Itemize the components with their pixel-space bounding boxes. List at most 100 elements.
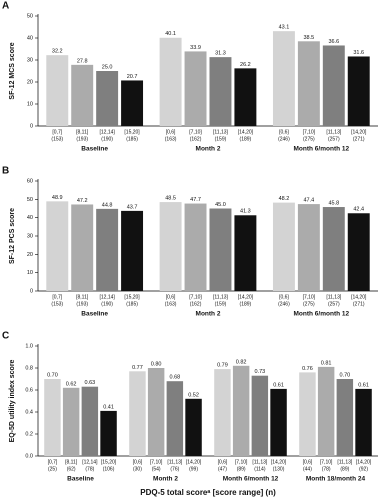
panel-label: C (2, 331, 9, 342)
n-label: (271) (353, 136, 365, 142)
bar (355, 388, 372, 456)
bar (234, 215, 257, 291)
n-label: (62) (67, 466, 76, 472)
n-label: (76) (170, 466, 179, 472)
group-label: Month 6/month 12 (294, 146, 350, 153)
n-label: (44) (303, 466, 312, 472)
n-label: (189) (240, 136, 252, 142)
value-label: 48.5 (165, 196, 176, 202)
value-label: 36.6 (328, 39, 339, 45)
bar (121, 210, 144, 291)
group-label: Baseline (81, 146, 108, 153)
bar (272, 202, 295, 291)
n-label: (114) (254, 466, 266, 472)
value-label: 27.8 (77, 58, 88, 64)
y-tick-label: 40 (27, 215, 33, 221)
bar (159, 202, 182, 291)
y-tick-label: 0.6 (25, 387, 33, 393)
n-label: (78) (322, 466, 331, 472)
n-label: (190) (101, 301, 113, 307)
n-label: (47) (218, 466, 227, 472)
n-label: (30) (133, 466, 142, 472)
group-label: Month 2 (196, 146, 221, 153)
value-label: 0.62 (66, 381, 77, 387)
panel-label: A (2, 1, 9, 12)
value-label: 0.80 (151, 361, 162, 367)
n-label: (189) (240, 301, 252, 307)
bar (100, 410, 117, 456)
category-label: [0,7] (48, 459, 58, 465)
value-label: 25.0 (102, 64, 113, 70)
category-label: [11,13] (213, 294, 229, 300)
y-tick-label: 0 (30, 123, 33, 129)
category-label: [0,6] (303, 459, 313, 465)
group-label: Month 6/month 12 (294, 311, 350, 318)
value-label: 48.9 (52, 195, 63, 201)
bar (147, 368, 165, 456)
category-label: [15,20] (101, 459, 117, 465)
bar (96, 208, 119, 291)
group-label: Month 18/month 24 (306, 476, 366, 483)
value-label: 44.8 (102, 202, 113, 208)
y-tick-label: 40 (27, 35, 33, 41)
category-label: [7,10] (320, 459, 333, 465)
bar (129, 371, 146, 456)
y-tick-label: 50 (27, 13, 33, 19)
n-label: (162) (190, 136, 202, 142)
value-label: 20.7 (127, 74, 138, 80)
panel-label: B (2, 166, 9, 177)
n-label: (163) (165, 136, 177, 142)
category-label: [15,20] (124, 294, 140, 300)
y-tick-label: 0.4 (25, 409, 33, 415)
n-label: (153) (51, 136, 63, 142)
category-label: [7,10] (235, 459, 248, 465)
value-label: 0.70 (339, 372, 350, 378)
value-label: 0.52 (188, 392, 199, 398)
value-label: 26.2 (240, 62, 251, 68)
y-tick-label: 1.0 (25, 343, 33, 349)
n-label: (153) (51, 301, 63, 307)
category-label: [11,13] (252, 459, 268, 465)
bar (322, 207, 345, 291)
bar (71, 64, 94, 126)
value-label: 33.9 (190, 45, 201, 51)
bar (46, 201, 69, 291)
group-label: Month 2 (196, 311, 221, 318)
value-label: 0.77 (132, 365, 143, 371)
bar (251, 375, 269, 456)
y-tick-label: 10 (27, 101, 33, 107)
category-label: [7,10] (303, 294, 316, 300)
value-label: 31.3 (215, 51, 226, 57)
group-label: Baseline (81, 311, 108, 318)
value-label: 31.6 (353, 50, 364, 56)
category-label: [0,6] (279, 129, 289, 135)
bar (232, 365, 250, 456)
value-label: 0.61 (358, 382, 369, 388)
category-label: [0,6] (166, 294, 176, 300)
n-label: (92) (359, 466, 368, 472)
y-tick-label: 0.2 (25, 431, 33, 437)
n-label: (130) (273, 466, 285, 472)
value-label: 0.81 (321, 360, 332, 366)
value-label: 0.79 (217, 363, 228, 369)
n-label: (78) (85, 466, 94, 472)
bar (209, 57, 232, 126)
n-label: (271) (353, 301, 365, 307)
y-tick-label: 0.8 (25, 365, 33, 371)
value-label: 0.73 (254, 369, 265, 375)
category-label: [12,14] (82, 459, 98, 465)
category-label: [0,7] (52, 294, 62, 300)
n-label: (246) (278, 136, 290, 142)
y-tick-label: 50 (27, 197, 33, 203)
y-axis-label: EQ-5D utility index score (9, 359, 16, 442)
category-label: [7,10] (189, 294, 202, 300)
value-label: 48.2 (279, 196, 290, 202)
value-label: 45.8 (328, 200, 339, 206)
n-label: (190) (101, 136, 113, 142)
y-tick-label: 10 (27, 270, 33, 276)
bar (299, 372, 316, 456)
y-tick-label: 30 (27, 233, 33, 239)
bar (166, 381, 184, 456)
bar (184, 203, 207, 291)
